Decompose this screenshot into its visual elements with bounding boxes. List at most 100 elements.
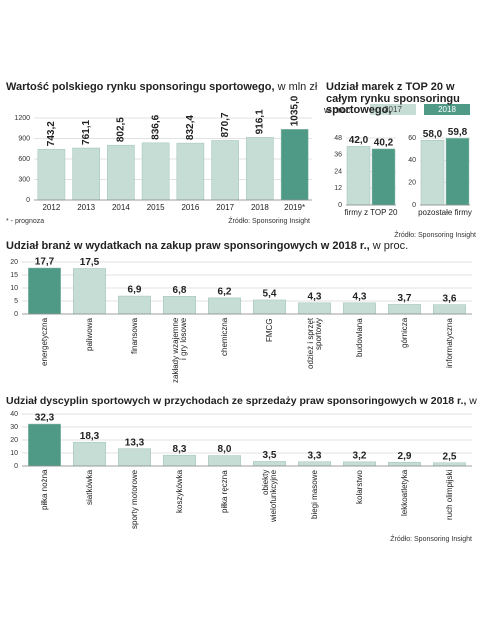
bar xyxy=(72,147,100,201)
chart-title-block: Udział dyscyplin sportowych w przychodac… xyxy=(6,395,480,407)
bar xyxy=(298,461,331,467)
bar xyxy=(163,454,196,467)
x-tick-label: obiekty wielofunkcyjne xyxy=(260,470,278,523)
legend-swatch xyxy=(370,104,416,115)
x-tick-label: sporty motorowe xyxy=(129,470,139,530)
source: Źródło: Sponsoring Insight xyxy=(394,232,476,239)
y-tick-label: 300 xyxy=(18,176,30,183)
y-tick-label: 0 xyxy=(338,202,342,209)
bar xyxy=(73,268,106,315)
bar xyxy=(211,140,239,201)
chart-subtitle: w proc. xyxy=(324,105,354,115)
value-label: 761,1 xyxy=(81,120,92,145)
chart-subtitle: w proc. xyxy=(372,240,409,252)
y-tick-label: 40 xyxy=(10,411,18,418)
y-tick-label: 40 xyxy=(408,157,416,164)
x-tick-label: siatkówka xyxy=(84,470,94,506)
legend-label: 2017 xyxy=(384,105,402,114)
source: Źródło: Sponsoring Insight xyxy=(390,536,472,543)
y-tick-label: 0 xyxy=(412,202,416,209)
value-label: 916,1 xyxy=(255,109,266,134)
value-label: 3,3 xyxy=(308,450,322,461)
bar xyxy=(445,137,470,206)
legend-label: 2018 xyxy=(438,105,456,114)
value-label: 870,7 xyxy=(220,112,231,137)
value-label: 743,2 xyxy=(46,121,57,146)
value-label: 17,5 xyxy=(80,257,100,268)
x-tick-label: 2018 xyxy=(250,203,269,212)
x-tick-label: firmy z TOP 20 xyxy=(344,208,398,217)
y-tick-label: 600 xyxy=(18,156,30,163)
value-label: 32,3 xyxy=(35,413,55,424)
value-label: 2,5 xyxy=(443,451,457,462)
x-tick-label: 2013 xyxy=(77,203,96,212)
value-label: 2,9 xyxy=(398,451,412,462)
chart-title-block: Wartość polskiego rynku sponsoringu spor… xyxy=(6,81,326,94)
value-label: 832,4 xyxy=(185,115,196,140)
value-label: 4,3 xyxy=(353,291,367,302)
x-tick-label: paliwowa xyxy=(84,318,94,351)
value-label: 8,0 xyxy=(218,444,232,455)
value-label: 6,8 xyxy=(173,285,187,296)
y-tick-label: 5 xyxy=(14,298,18,305)
y-tick-label: 60 xyxy=(408,135,416,142)
bar xyxy=(208,297,241,315)
x-tick-label: lekkoatletyka xyxy=(399,470,409,517)
value-label: 58,0 xyxy=(423,129,443,140)
x-tick-label: ruch olimpijski xyxy=(444,470,454,521)
value-label: 3,6 xyxy=(443,293,457,304)
x-tick-label: biegi masowe xyxy=(309,470,319,519)
x-tick-label: budowlana xyxy=(354,318,364,357)
y-tick-label: 30 xyxy=(10,424,18,431)
value-label: 18,3 xyxy=(80,431,100,442)
chart-title: Udział marek z TOP 20 w całym rynku spon… xyxy=(326,81,460,117)
value-label: 5,4 xyxy=(263,289,277,300)
value-label: 17,7 xyxy=(35,257,55,268)
chart-title: Udział dyscyplin sportowych w przychodac… xyxy=(6,395,467,407)
x-tick-label: piłka nożna xyxy=(39,470,49,511)
x-tick-label: energetyczna xyxy=(39,318,49,367)
value-label: 13,3 xyxy=(125,437,145,448)
value-label: 42,0 xyxy=(349,135,369,146)
value-label: 3,5 xyxy=(263,450,277,461)
bar xyxy=(388,304,421,315)
y-tick-label: 0 xyxy=(14,311,18,318)
y-tick-label: 24 xyxy=(334,168,342,175)
bar xyxy=(371,148,396,206)
x-tick-label: chemiczna xyxy=(219,318,229,357)
value-label: 6,2 xyxy=(218,287,232,298)
x-tick-label: 2016 xyxy=(181,203,200,212)
value-label: 6,9 xyxy=(128,285,142,296)
y-tick-label: 20 xyxy=(408,180,416,187)
y-tick-label: 12 xyxy=(334,185,342,192)
y-tick-label: 15 xyxy=(10,272,18,279)
x-tick-label: pozostałe firmy xyxy=(418,208,472,217)
value-label: 1035,0 xyxy=(289,95,300,126)
bar xyxy=(208,455,241,467)
value-label: 3,2 xyxy=(353,450,367,461)
chart-title-block: Udział marek z TOP 20 w całym rynku spon… xyxy=(326,81,478,117)
bar xyxy=(118,295,151,315)
x-tick-label: piłka ręczna xyxy=(219,470,229,513)
bar xyxy=(141,142,170,201)
x-tick-label: zakłady wzajemne i gry losowe xyxy=(170,318,188,384)
x-tick-label: finansowa xyxy=(129,318,139,355)
footnote: * - prognoza xyxy=(6,218,45,225)
y-tick-label: 20 xyxy=(10,437,18,444)
x-tick-label: 2019* xyxy=(284,203,306,212)
bar xyxy=(343,302,376,315)
chart-title-block: Udział branż w wydatkach na zakup praw s… xyxy=(6,240,480,253)
legend-swatch xyxy=(424,104,470,115)
bar xyxy=(73,441,106,467)
y-tick-label: 10 xyxy=(10,285,18,292)
bar xyxy=(433,462,466,467)
chart-subtitle: w proc. xyxy=(469,395,480,407)
y-tick-label: 48 xyxy=(334,135,342,142)
x-tick-label: 2014 xyxy=(111,203,130,212)
bar xyxy=(118,448,151,467)
y-tick-label: 36 xyxy=(334,152,342,159)
chart-subtitle: w mln zł xyxy=(277,81,318,93)
y-tick-label: 0 xyxy=(26,197,30,204)
